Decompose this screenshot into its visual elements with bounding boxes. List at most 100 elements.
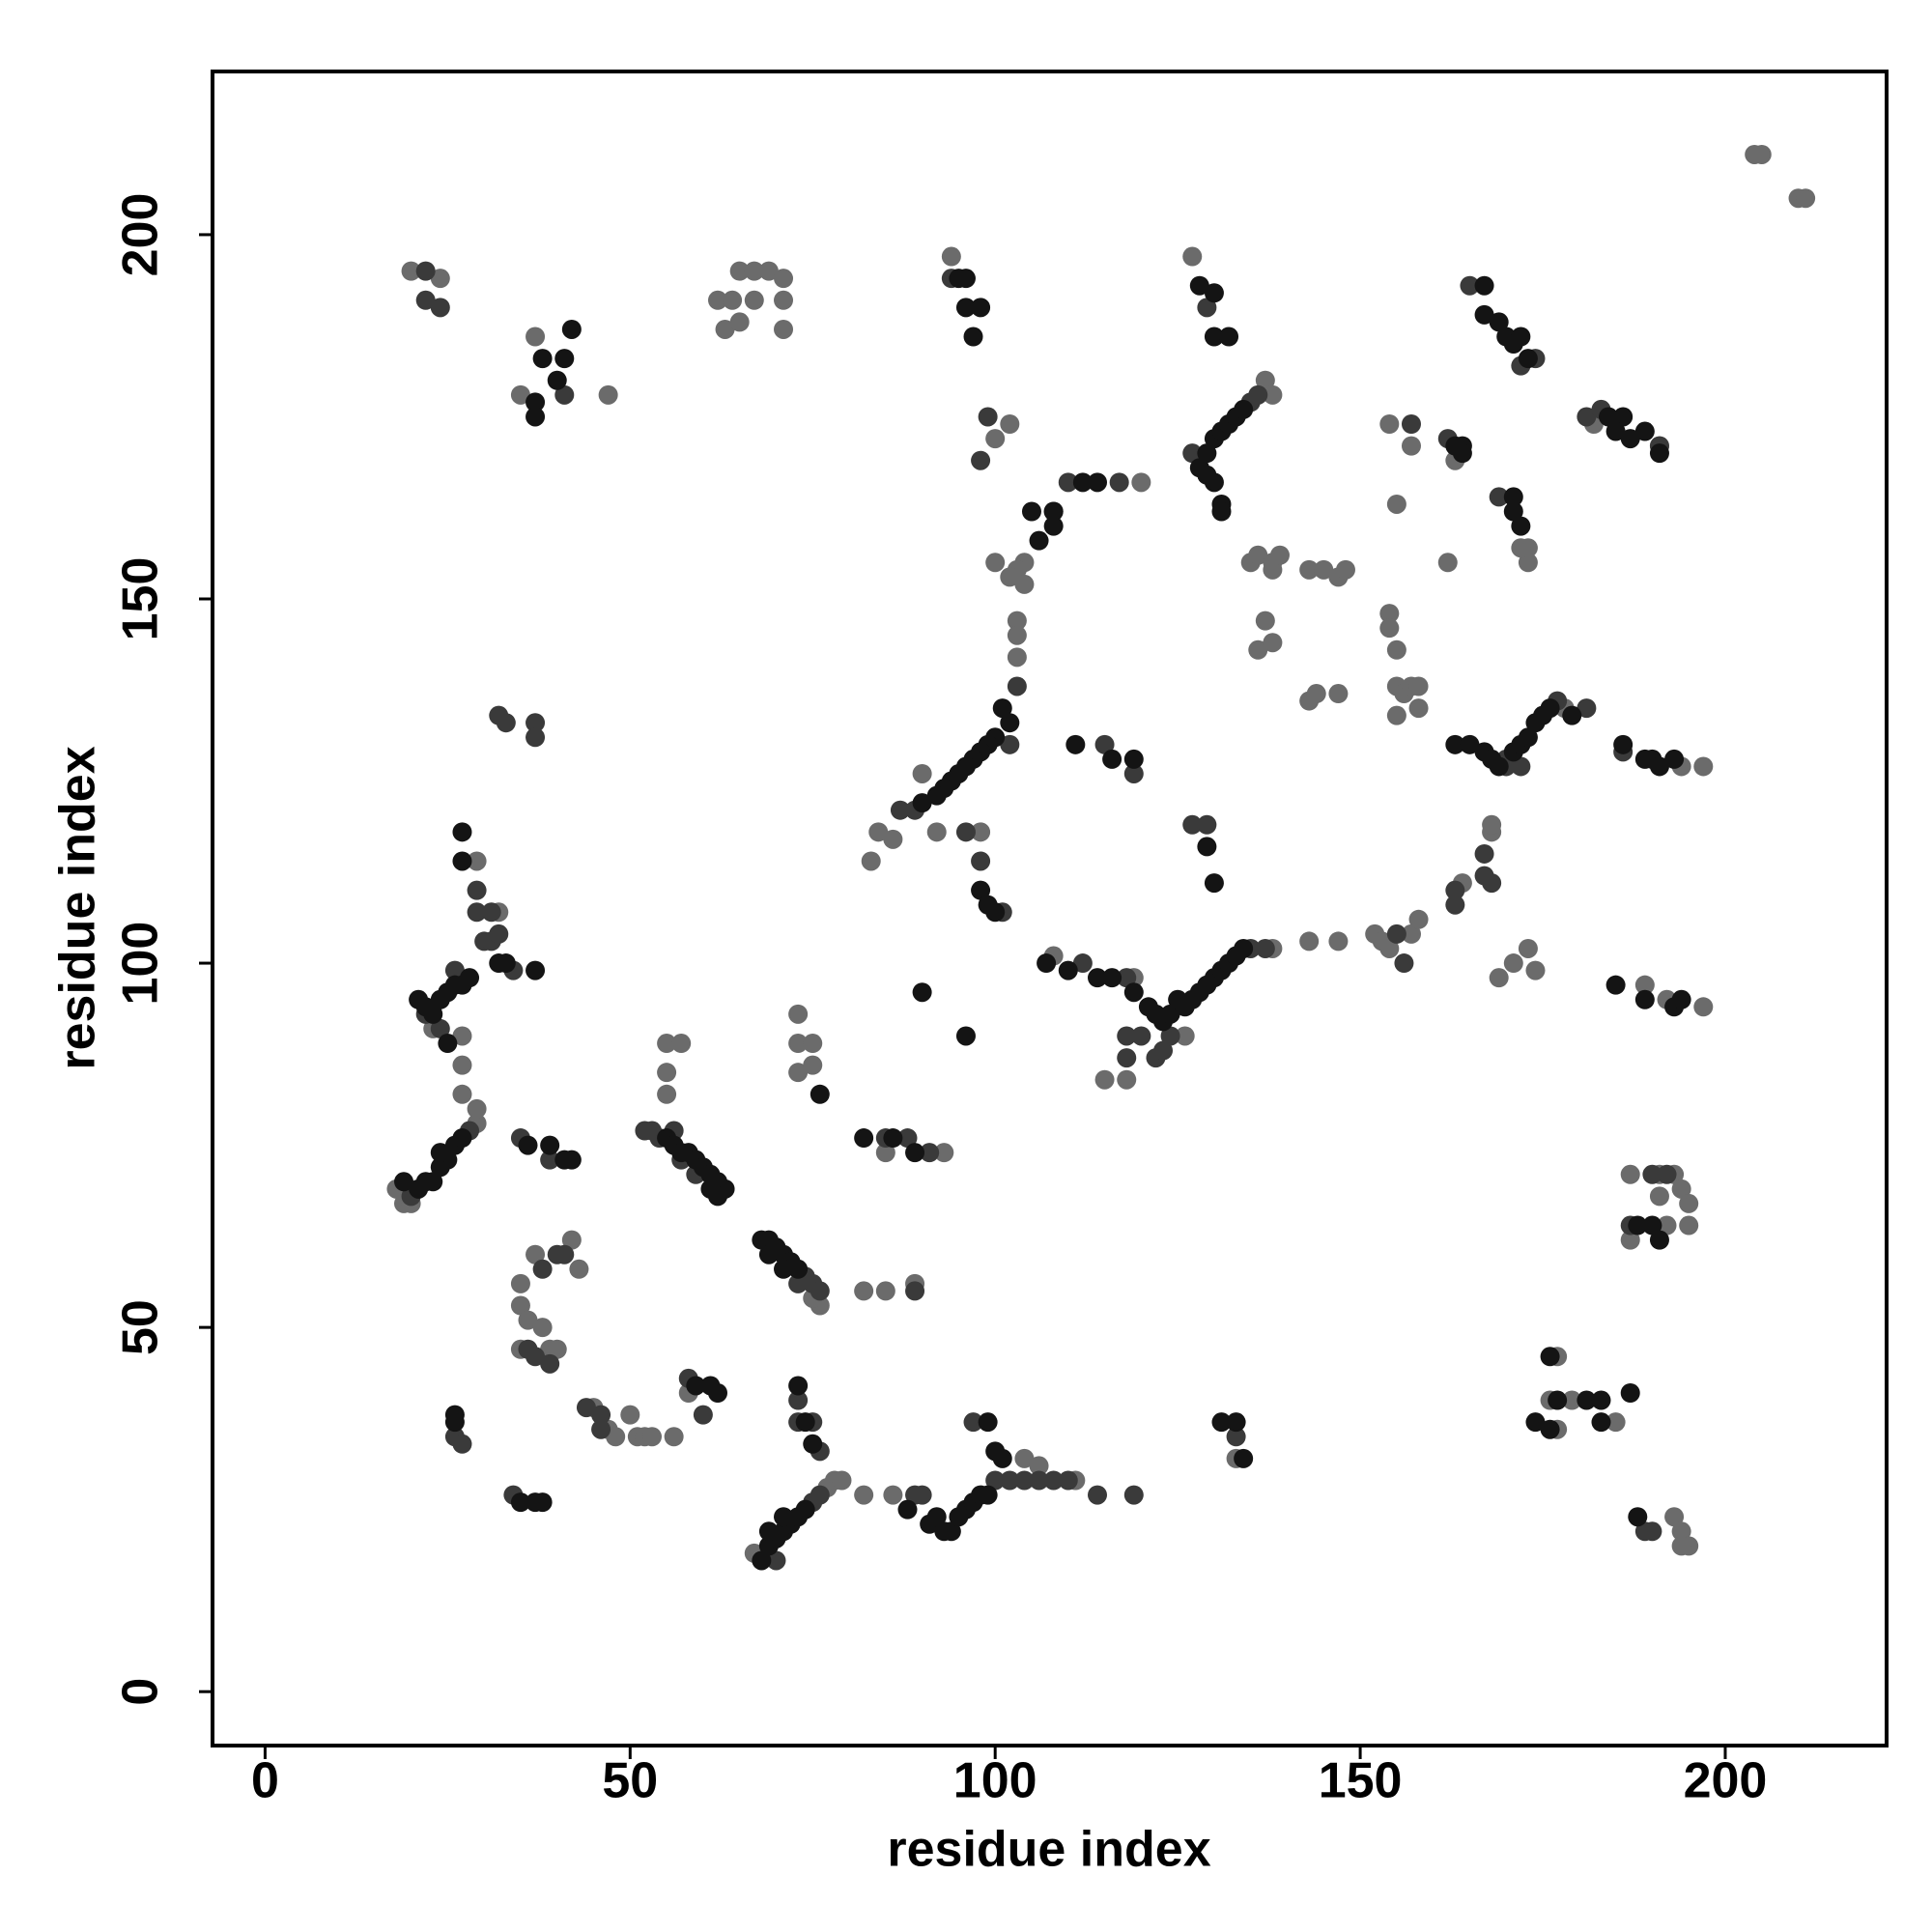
point: [1620, 1164, 1640, 1184]
point: [1088, 472, 1108, 493]
point: [978, 1485, 998, 1505]
point: [1123, 763, 1144, 783]
point: [1117, 1069, 1137, 1090]
point: [758, 1244, 779, 1264]
point: [1000, 414, 1020, 435]
point: [1657, 1215, 1677, 1236]
point: [963, 1412, 983, 1433]
point: [1065, 734, 1086, 754]
point: [532, 349, 553, 369]
point: [1211, 501, 1232, 522]
point: [1518, 349, 1538, 369]
point: [606, 1427, 626, 1447]
point: [1328, 931, 1349, 952]
point: [1503, 953, 1523, 974]
point: [526, 407, 546, 427]
point: [657, 1034, 677, 1054]
point: [774, 1507, 794, 1527]
point: [955, 298, 976, 318]
point: [452, 1128, 472, 1149]
point: [1299, 931, 1320, 952]
point: [971, 880, 991, 900]
point: [430, 1143, 450, 1163]
point: [1175, 1026, 1195, 1046]
point: [1452, 443, 1472, 464]
point: [518, 1135, 538, 1155]
point: [452, 1434, 472, 1454]
point: [788, 1390, 809, 1410]
point: [707, 1186, 727, 1207]
point: [1605, 975, 1626, 995]
point: [1460, 734, 1480, 754]
point: [561, 1150, 582, 1170]
point: [883, 1485, 903, 1505]
point: [452, 1026, 472, 1046]
point: [1386, 705, 1406, 725]
point: [1204, 327, 1224, 347]
point: [693, 1405, 713, 1425]
point: [1182, 814, 1203, 835]
point: [1518, 938, 1538, 958]
point: [963, 327, 983, 347]
point: [1489, 756, 1509, 777]
point: [1474, 275, 1494, 296]
point: [1248, 384, 1268, 405]
point: [875, 1143, 895, 1163]
point: [664, 1427, 684, 1447]
point: [744, 290, 764, 310]
point: [1379, 618, 1400, 639]
point: [971, 298, 991, 318]
point: [657, 1084, 677, 1104]
point: [591, 1419, 611, 1439]
point: [1248, 639, 1268, 660]
point: [1599, 407, 1619, 427]
point: [1255, 938, 1275, 958]
point: [1540, 698, 1560, 719]
point: [1642, 1215, 1662, 1236]
point: [1591, 1390, 1611, 1410]
point: [1153, 1040, 1174, 1061]
point: [1620, 1382, 1640, 1403]
point: [1671, 1179, 1691, 1199]
point: [467, 880, 487, 900]
point: [1088, 1485, 1108, 1505]
y-axis-title: residue index: [50, 746, 106, 1069]
point: [1182, 246, 1203, 267]
point: [1474, 304, 1494, 325]
point: [810, 1084, 830, 1104]
point: [729, 312, 750, 332]
point: [526, 727, 546, 748]
point: [1211, 1412, 1232, 1433]
point: [430, 1018, 450, 1038]
point: [934, 1143, 954, 1163]
point: [598, 384, 618, 405]
point: [1306, 684, 1326, 704]
point: [1489, 487, 1509, 507]
point: [1605, 1412, 1626, 1433]
point: [1021, 501, 1041, 522]
point: [985, 1470, 1006, 1491]
point: [415, 290, 436, 310]
point: [526, 392, 546, 412]
point: [912, 982, 932, 1003]
point: [992, 698, 1012, 719]
point: [1037, 953, 1057, 974]
x-tick-label: 0: [251, 1753, 279, 1809]
point: [438, 1034, 458, 1054]
point: [1511, 538, 1531, 558]
point: [1751, 144, 1772, 164]
point: [540, 1135, 560, 1155]
point: [1182, 443, 1203, 464]
point: [803, 1434, 823, 1454]
point: [1160, 1026, 1180, 1046]
point: [1445, 880, 1465, 900]
point: [1043, 516, 1064, 536]
point: [1511, 516, 1531, 536]
point: [788, 1259, 809, 1279]
point: [1489, 968, 1509, 988]
point: [1649, 1230, 1669, 1250]
point: [1460, 275, 1480, 296]
point: [788, 1376, 809, 1396]
point: [1314, 559, 1334, 580]
point: [540, 1150, 560, 1170]
